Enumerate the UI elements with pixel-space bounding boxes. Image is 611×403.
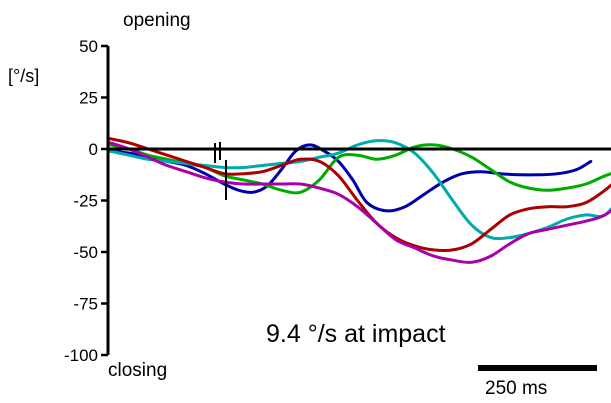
y-tick-label: 50 [79, 37, 98, 56]
series-line-1 [108, 143, 593, 213]
y-tick-layer: 50 25 0 -25 -50 -75 -100 [64, 37, 108, 365]
top-label: opening [123, 10, 191, 31]
impact-marker-layer [214, 142, 227, 200]
y-axis-label: [°/s] [8, 66, 39, 86]
bottom-label: closing [108, 360, 167, 381]
y-tick-label: -100 [64, 346, 98, 365]
y-tick-label: -50 [73, 243, 98, 262]
y-tick-label: 0 [89, 140, 98, 159]
series-line-5 [108, 141, 611, 264]
y-tick-label: 25 [79, 89, 98, 108]
scale-bar-label: 250 ms [485, 378, 547, 399]
series-line-2 [108, 143, 611, 195]
series-layer [108, 137, 611, 264]
y-tick-label: -75 [73, 295, 98, 314]
impact-annotation: 9.4 °/s at impact [266, 320, 446, 348]
axis-layer [106, 46, 611, 355]
y-tick-label: -25 [73, 192, 98, 211]
